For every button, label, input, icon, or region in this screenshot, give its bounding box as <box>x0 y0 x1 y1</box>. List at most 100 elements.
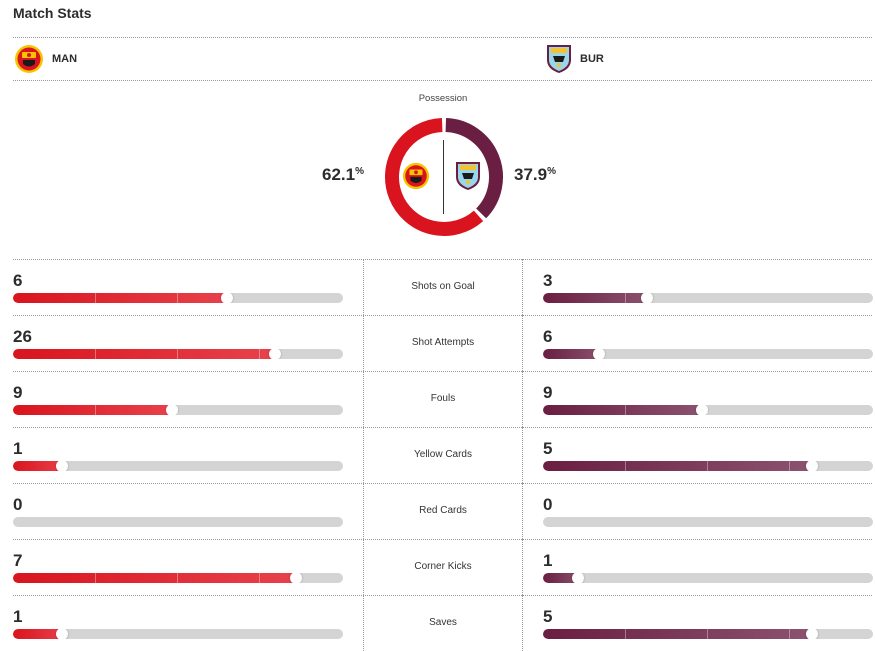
home-stat-bar <box>13 573 343 583</box>
bar-tick <box>625 461 626 471</box>
bar-knob <box>221 293 233 303</box>
column-divider <box>363 539 364 595</box>
bar-knob <box>166 405 178 415</box>
bar-knob <box>641 293 653 303</box>
bar-tick <box>95 405 96 415</box>
possession-donut-chart <box>385 118 503 236</box>
bar-tick <box>625 293 626 303</box>
away-possession-value: 37.9 <box>514 165 548 184</box>
home-possession: 62.1% <box>322 165 364 185</box>
away-stat-fill <box>543 405 708 415</box>
home-stat-bar <box>13 405 343 415</box>
bar-tick <box>259 349 260 359</box>
stat-row: 0 Red Cards 0 <box>0 483 875 539</box>
row-divider <box>13 595 872 596</box>
away-stat-fill <box>543 349 605 359</box>
away-stat-bar <box>543 517 873 527</box>
bar-knob <box>56 629 68 639</box>
home-stat-fill <box>13 293 233 303</box>
stat-label: Fouls <box>430 393 456 404</box>
away-stat-bar <box>543 573 873 583</box>
column-divider <box>522 595 523 651</box>
column-divider <box>522 371 523 427</box>
column-divider <box>522 539 523 595</box>
stat-label: Red Cards <box>419 505 467 516</box>
home-stat-fill <box>13 405 178 415</box>
row-divider <box>13 539 872 540</box>
column-divider <box>363 595 364 651</box>
row-divider <box>13 371 872 372</box>
stat-label: Shot Attempts <box>411 337 475 348</box>
stat-row: 26 Shot Attempts 6 <box>0 315 875 371</box>
donut-divider <box>443 140 444 214</box>
bar-knob <box>696 405 708 415</box>
bar-tick <box>259 573 260 583</box>
row-divider <box>13 483 872 484</box>
home-team: MAN <box>14 42 77 76</box>
bar-knob <box>572 573 585 583</box>
stat-label: Yellow Cards <box>414 449 472 460</box>
home-stat-value: 9 <box>13 383 23 402</box>
column-divider <box>363 259 364 315</box>
bar-knob <box>269 349 282 359</box>
home-stat-value: 26 <box>13 327 32 346</box>
home-stat-bar <box>13 517 343 527</box>
away-stat-value: 5 <box>543 607 553 626</box>
away-stat-bar <box>543 349 873 359</box>
home-stat-fill <box>13 349 282 359</box>
away-possession-arc <box>445 118 503 219</box>
away-stat-bar <box>543 461 873 471</box>
column-divider <box>363 483 364 539</box>
away-team-abbr: BUR <box>580 53 604 65</box>
possession-label: Possession <box>418 93 468 104</box>
column-divider <box>363 371 364 427</box>
away-stat-fill <box>543 461 818 471</box>
bar-knob <box>806 461 818 471</box>
stat-row: 7 Corner Kicks 1 <box>0 539 875 595</box>
home-stat-value: 1 <box>13 607 23 626</box>
match-stats-title: Match Stats <box>13 5 92 21</box>
home-stat-value: 7 <box>13 551 23 570</box>
bar-tick <box>789 629 790 639</box>
stats-table: 6 Shots on Goal 3 26 Shot Attempts 6 9 F… <box>0 259 875 651</box>
home-stat-bar <box>13 293 343 303</box>
manchester-united-crest-icon <box>15 45 43 73</box>
bar-tick <box>95 293 96 303</box>
stat-label: Corner Kicks <box>414 561 472 572</box>
bar-tick <box>177 349 178 359</box>
bar-tick <box>789 461 790 471</box>
percent-sign: % <box>547 166 556 177</box>
bar-knob <box>806 629 818 639</box>
home-stat-fill <box>13 573 302 583</box>
away-stat-fill <box>543 573 585 583</box>
stat-row: 6 Shots on Goal 3 <box>0 259 875 315</box>
home-stat-value: 1 <box>13 439 23 458</box>
away-stat-bar <box>543 293 873 303</box>
stat-label: Shots on Goal <box>411 281 475 292</box>
away-stat-value: 6 <box>543 327 553 346</box>
home-possession-arc <box>385 118 484 236</box>
bar-knob <box>592 349 605 359</box>
percent-sign: % <box>355 166 364 177</box>
away-stat-value: 5 <box>543 439 553 458</box>
divider <box>13 80 872 81</box>
bar-knob <box>289 573 302 583</box>
bar-tick <box>177 573 178 583</box>
burnley-crest-icon <box>547 45 571 73</box>
away-stat-value: 9 <box>543 383 553 402</box>
column-divider <box>363 427 364 483</box>
column-divider <box>363 315 364 371</box>
away-team: BUR <box>546 42 604 76</box>
column-divider <box>522 315 523 371</box>
column-divider <box>522 427 523 483</box>
away-stat-value: 1 <box>543 551 553 570</box>
manchester-united-crest-icon <box>402 162 430 190</box>
away-stat-value: 3 <box>543 271 553 290</box>
row-divider <box>13 259 872 260</box>
row-divider <box>13 315 872 316</box>
bar-tick <box>95 573 96 583</box>
column-divider <box>522 259 523 315</box>
bar-tick <box>625 629 626 639</box>
burnley-crest-icon <box>456 162 480 190</box>
home-stat-value: 0 <box>13 495 23 514</box>
